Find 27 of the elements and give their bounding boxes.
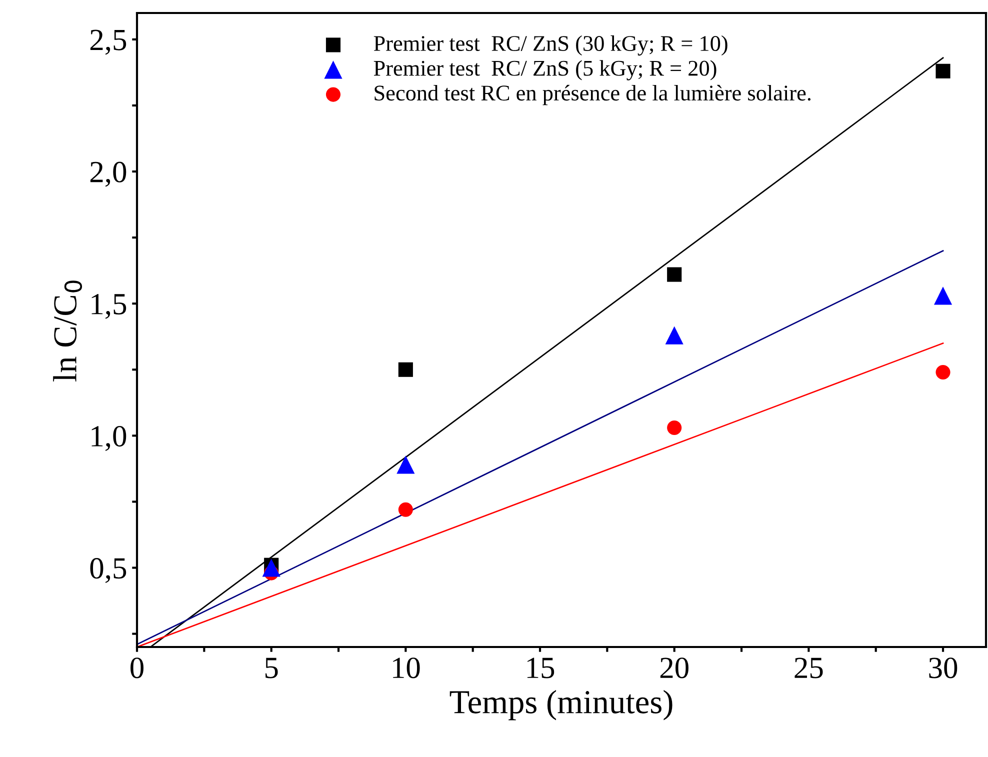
point — [665, 326, 684, 344]
x-tick-label: 25 — [794, 658, 823, 678]
x-tick-label: 20 — [660, 658, 688, 678]
x-tick-label: 30 — [929, 658, 958, 678]
point — [936, 364, 950, 380]
x-tick-label: 5 — [265, 658, 278, 678]
point — [262, 558, 280, 577]
y-tick-label: 1,0 — [92, 426, 126, 451]
point — [396, 456, 415, 474]
point — [934, 286, 952, 305]
point — [667, 267, 682, 282]
legend-label: Premier test RC/ ZnS (5 kGy; R = 20) — [374, 60, 716, 80]
point — [667, 420, 682, 436]
y-tick-label: 1,5 — [92, 294, 126, 319]
point — [398, 502, 413, 517]
y-axis-title: ln C/C$_{0}$ — [53, 280, 82, 382]
x-tick-label: 10 — [393, 658, 420, 678]
legend-label: Premier test RC/ ZnS (30 kGy; R = 10) — [374, 35, 728, 56]
y-tick-label: 2,5 — [90, 30, 126, 55]
x-axis-title: Temps (minutes) — [450, 690, 672, 720]
y-tick-label: 0,5 — [90, 558, 126, 584]
x-tick-label: 15 — [527, 658, 554, 678]
y-tick-label: 2,0 — [90, 162, 126, 187]
point — [398, 362, 413, 377]
x-tick-label: 0 — [130, 658, 144, 678]
legend-label: Second test RC en présence de la lumière solaire. — [374, 84, 811, 106]
point — [936, 64, 950, 78]
